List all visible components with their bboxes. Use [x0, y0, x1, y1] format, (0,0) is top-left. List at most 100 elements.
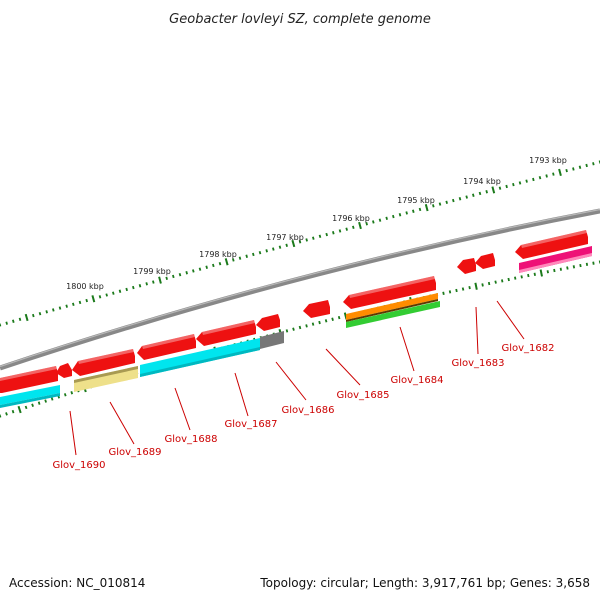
- upper-ring-tick: [245, 254, 248, 258]
- lower-ring-tick: [539, 269, 543, 277]
- upper-ring-tick: [298, 240, 302, 244]
- lower-ring-tick: [311, 322, 315, 326]
- lower-ring-tick: [507, 277, 510, 282]
- upper-ring-tick: [112, 291, 115, 295]
- upper-ring-tick: [345, 227, 348, 231]
- upper-ring-tick: [318, 234, 322, 239]
- gene-label-glov-1689[interactable]: Glov_1689: [108, 447, 161, 458]
- upper-ring-tick: [105, 293, 108, 297]
- gene-arrow-glov-1684[interactable]: [343, 276, 436, 309]
- lower-ring-tick: [50, 397, 54, 401]
- upper-tick-ring: [0, 160, 600, 327]
- feature-bar-orange-edge: [346, 299, 438, 322]
- upper-ring-tick: [24, 313, 29, 322]
- upper-ring-tick: [91, 295, 96, 303]
- gene-label-glov-1682[interactable]: Glov_1682: [501, 343, 554, 354]
- lower-ring-tick: [285, 329, 289, 333]
- kbp-tick-label: 1793 kbp: [529, 156, 567, 165]
- gene-label-glov-1684[interactable]: Glov_1684: [390, 375, 443, 386]
- gene-arrow-glov-1689[interactable]: [72, 349, 135, 376]
- upper-ring-tick: [158, 276, 162, 284]
- leader-glov-1690: [69, 410, 77, 456]
- gene-arrow-glov-1687[interactable]: [196, 320, 256, 346]
- leader-glov-1682: [496, 300, 525, 340]
- upper-ring-tick: [592, 162, 595, 166]
- upper-ring-tick: [145, 282, 148, 286]
- upper-ring-tick: [372, 220, 375, 224]
- lower-ring-tick: [24, 405, 28, 410]
- gene-arrow-glov-1682[interactable]: [515, 230, 588, 259]
- leader-glov-1686: [275, 361, 307, 401]
- gene-arrow-glov-1685[interactable]: [303, 300, 330, 318]
- lower-ring-tick: [579, 263, 582, 268]
- lower-ring-tick: [331, 317, 334, 321]
- upper-ring-tick: [278, 245, 282, 249]
- upper-ring-tick: [65, 304, 68, 308]
- lower-ring-tick: [553, 268, 556, 273]
- upper-ring-tick: [291, 239, 296, 248]
- lower-ring-tick: [520, 275, 523, 279]
- map-title: Geobacter lovleyi SZ, complete genome: [169, 12, 431, 27]
- lower-ring-tick: [527, 273, 530, 278]
- kbp-tick-label: 1795 kbp: [397, 196, 435, 205]
- upper-ring-tick: [438, 202, 442, 206]
- feature-bar-cyan-long-shade: [140, 347, 260, 377]
- lower-ring-tick: [63, 393, 67, 397]
- upper-ring-tick: [491, 186, 496, 194]
- lower-ring-tick: [17, 405, 22, 414]
- upper-ring-tick: [365, 222, 368, 226]
- upper-ring-tick: [232, 258, 235, 262]
- upper-ring-tick: [138, 284, 142, 288]
- upper-ring-tick: [5, 321, 8, 325]
- gene-arrow-glov-1690[interactable]: [0, 366, 58, 393]
- upper-ring-tick: [72, 302, 75, 307]
- lower-ring-tick: [5, 412, 8, 416]
- gene-arrow-glov-1683b[interactable]: [475, 253, 495, 269]
- upper-ring-tick: [392, 214, 395, 219]
- lower-ring-tick: [533, 272, 536, 276]
- upper-ring-tick: [185, 271, 188, 275]
- lower-ring-tick: [461, 287, 465, 291]
- gene-label-glov-1685[interactable]: Glov_1685: [336, 390, 389, 401]
- upper-ring-tick: [385, 216, 388, 221]
- kbp-tick-label: 1799 kbp: [133, 267, 171, 276]
- upper-ring-tick: [258, 250, 262, 255]
- upper-ring-tick: [332, 231, 335, 235]
- upper-ring-tick: [85, 298, 88, 303]
- lower-ring-tick: [337, 315, 341, 320]
- gene-arrow-glov-1686[interactable]: [256, 314, 280, 331]
- gene-arrow-glov-1683[interactable]: [457, 258, 476, 274]
- lower-ring-tick: [546, 270, 549, 274]
- gene-label-glov-1690[interactable]: Glov_1690: [52, 460, 105, 471]
- kbp-tick-label: 1800 kbp: [66, 282, 104, 291]
- gene-label-glov-1688[interactable]: Glov_1688: [164, 434, 217, 445]
- upper-ring-tick: [172, 274, 175, 279]
- leader-glov-1685: [325, 348, 361, 386]
- gene-arrow-glov-1688[interactable]: [137, 334, 196, 360]
- upper-ring-tick: [518, 181, 522, 185]
- feature-bar-green: [346, 301, 440, 328]
- upper-ring-tick: [358, 221, 362, 230]
- leader-glov-1689: [109, 401, 135, 445]
- lower-ring-tick: [37, 401, 41, 405]
- leader-glov-1687: [234, 372, 249, 417]
- feature-bar-cyan-shade: [0, 393, 60, 408]
- upper-ring-tick: [338, 229, 342, 233]
- upper-ring-tick: [32, 313, 35, 318]
- upper-ring-tick: [558, 168, 562, 177]
- gene-label-glov-1683[interactable]: Glov_1683: [451, 358, 504, 369]
- gene-arrow-glov-1690b[interactable]: [56, 363, 72, 378]
- upper-ring-tick: [152, 280, 155, 284]
- lower-ring-tick: [559, 267, 562, 271]
- lower-ring-tick: [494, 280, 497, 284]
- feature-bar-khaki-edge: [74, 366, 138, 383]
- lower-ring-tick: [468, 286, 471, 290]
- kbp-tick-label: 1794 kbp: [463, 177, 501, 186]
- gene-label-glov-1687[interactable]: Glov_1687: [224, 419, 277, 430]
- upper-ring-tick: [352, 225, 355, 230]
- kbp-tick-label: 1797 kbp: [266, 233, 304, 242]
- upper-ring-tick: [412, 209, 415, 213]
- gene-label-glov-1686[interactable]: Glov_1686: [281, 405, 334, 416]
- upper-ring-tick: [78, 300, 82, 305]
- upper-ring-tick: [418, 207, 422, 212]
